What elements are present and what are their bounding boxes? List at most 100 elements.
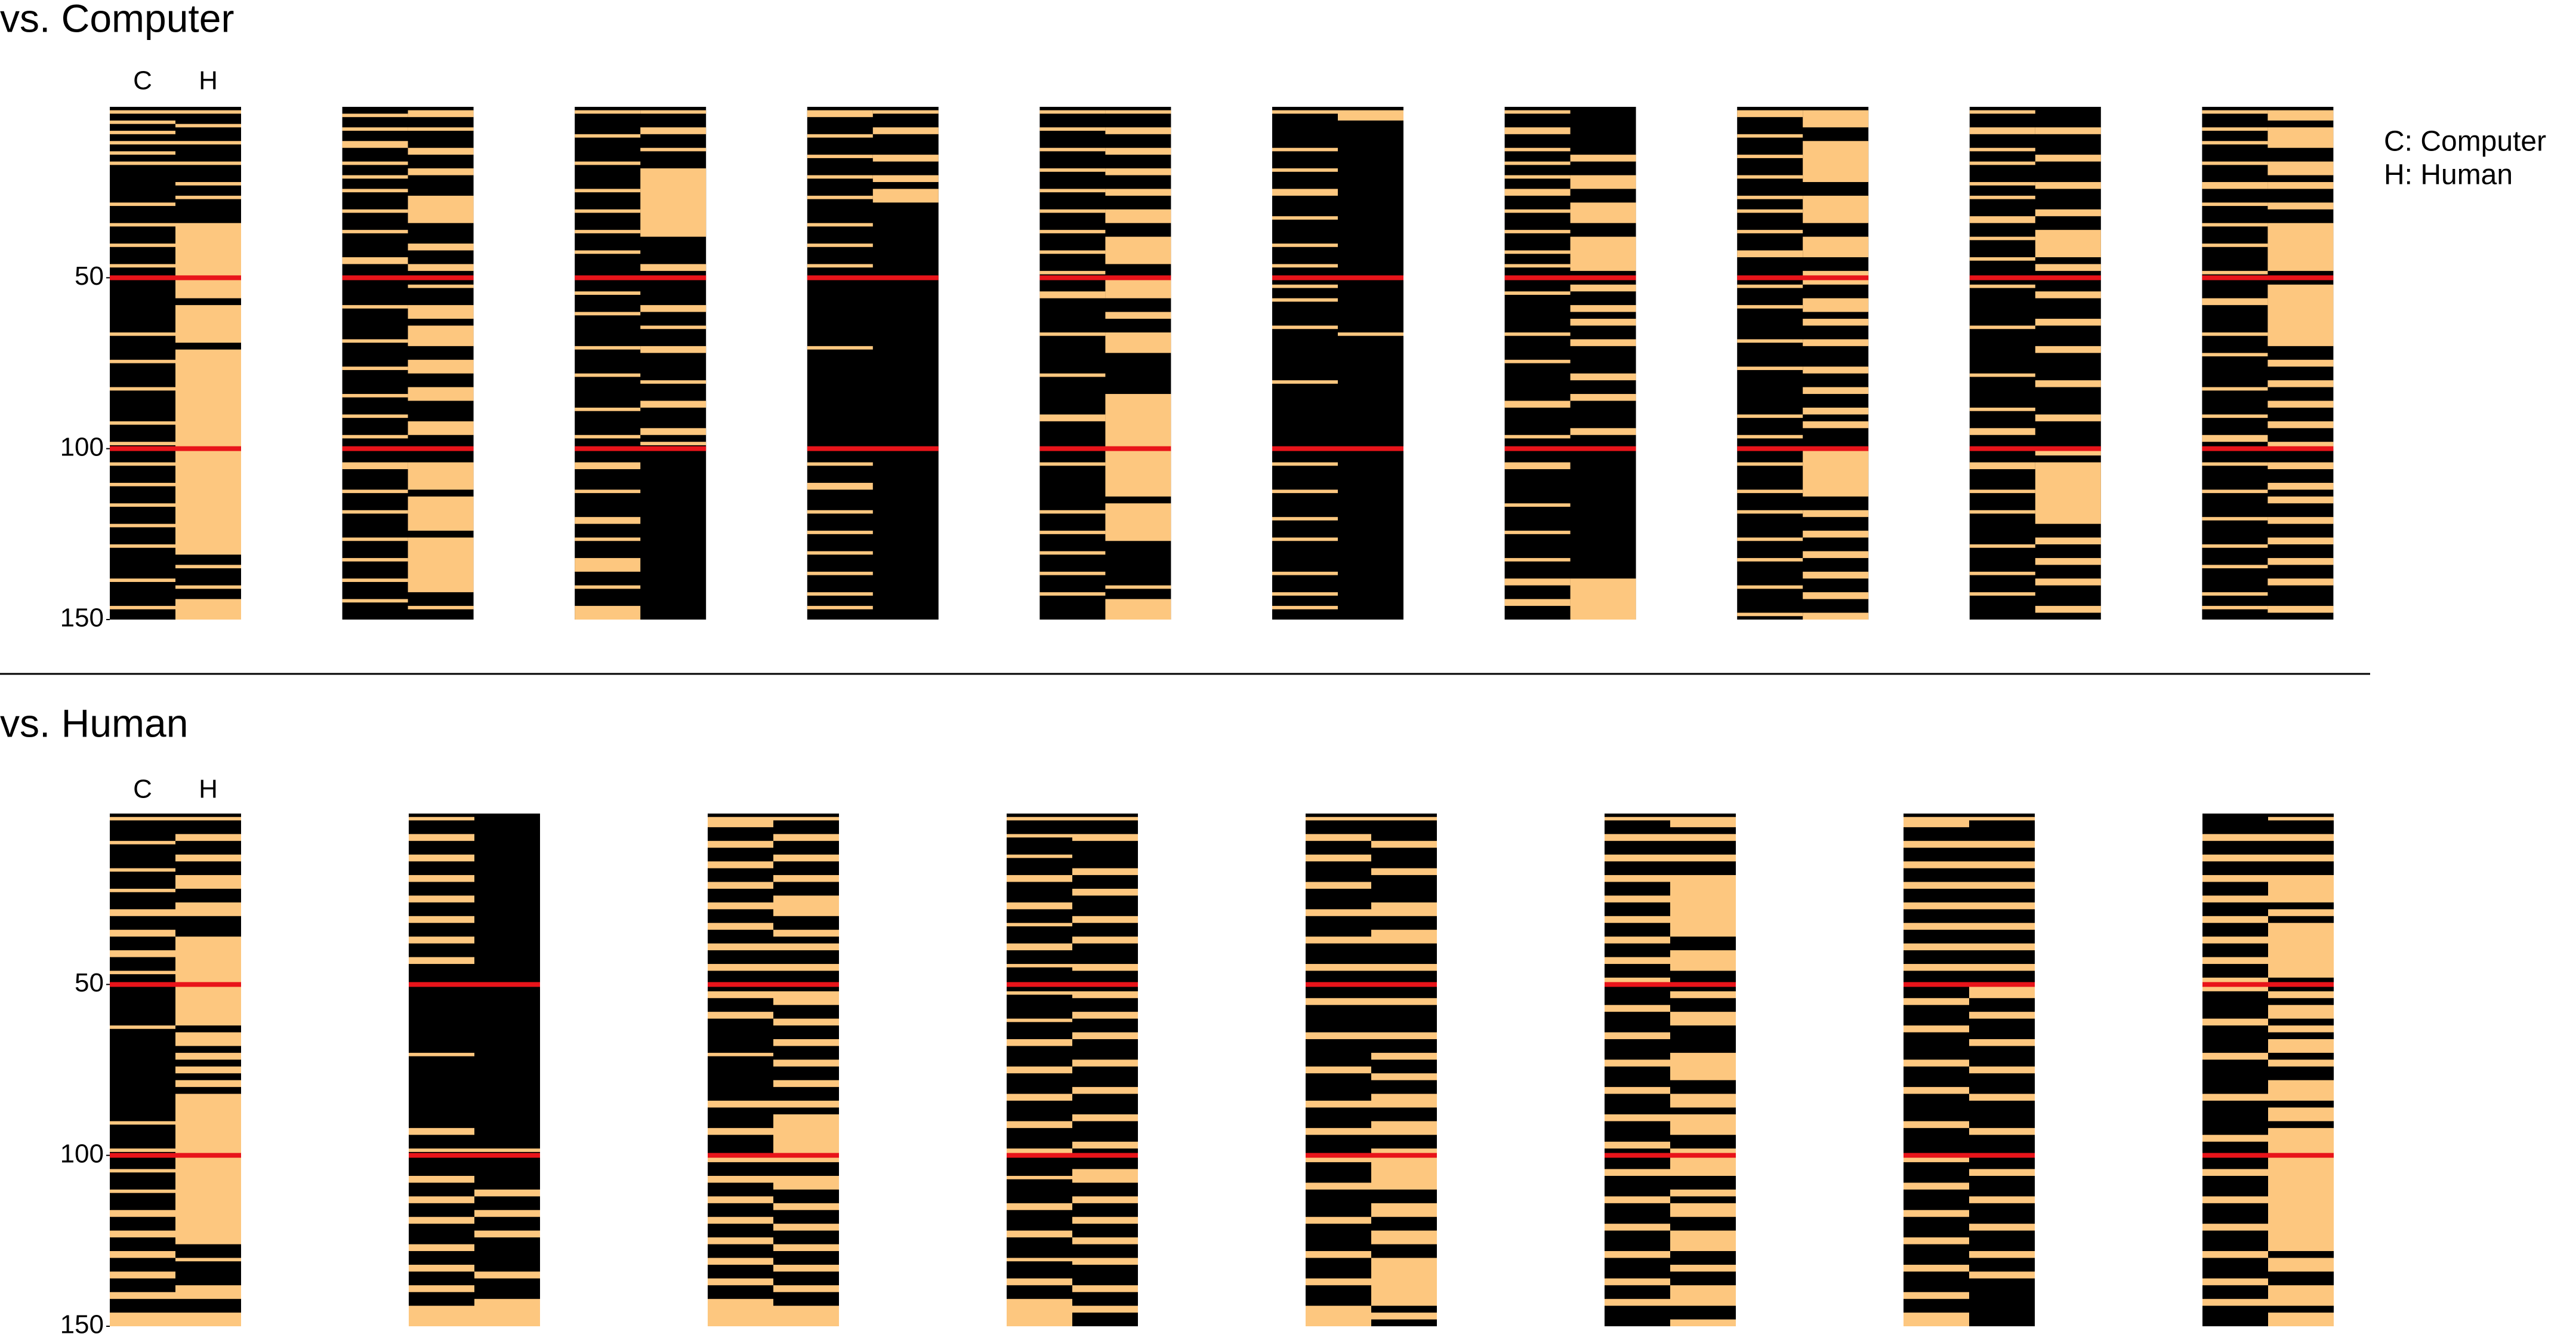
choice-run (409, 1244, 474, 1252)
choice-run (1670, 991, 1736, 999)
choice-run (175, 1258, 241, 1262)
choice-run (1504, 578, 1571, 586)
choice-run (1803, 366, 1869, 374)
choice-run (409, 1196, 474, 1203)
choice-run (2268, 854, 2334, 862)
choice-run (110, 929, 175, 937)
choice-run (1504, 110, 1571, 114)
choice-run (2202, 937, 2268, 944)
column-label: C (133, 775, 152, 804)
choice-run (2202, 875, 2268, 882)
choice-run (110, 110, 175, 114)
choice-run (1904, 998, 1969, 1005)
choice-run (1670, 817, 1736, 827)
y-tick-label: 100 (60, 1139, 104, 1168)
choice-run (2035, 209, 2101, 217)
choice-run (773, 929, 839, 937)
choice-run (1670, 1012, 1736, 1026)
choice-run (2202, 565, 2268, 569)
choice-run (1039, 230, 1106, 233)
choice-run (1338, 110, 1403, 121)
choice-run (175, 181, 241, 186)
choice-run (1039, 510, 1106, 514)
choice-run (1737, 462, 1803, 466)
choice-run (1272, 284, 1338, 288)
choice-run (1007, 1278, 1072, 1286)
choice-run (1272, 489, 1338, 494)
choice-run (408, 359, 474, 374)
choice-run (1306, 1216, 1371, 1224)
choice-run (1007, 1258, 1072, 1262)
choice-run (1504, 147, 1571, 152)
choice-run (1803, 236, 1869, 257)
choice-run (1504, 250, 1571, 254)
choice-run (342, 578, 408, 583)
choice-run (1007, 875, 1072, 882)
choice-run (1039, 110, 1106, 114)
choice-run (2202, 916, 2268, 923)
choice-run (872, 110, 939, 114)
choice-run (1306, 1182, 1371, 1190)
choice-run (110, 868, 175, 872)
choice-run (1039, 291, 1106, 298)
choice-run (708, 1176, 773, 1183)
choice-run (708, 817, 773, 827)
choice-run (2202, 1018, 2268, 1026)
choice-run (408, 147, 474, 155)
choice-run (575, 161, 641, 165)
choice-run (2202, 1135, 2268, 1142)
choice-run (175, 599, 241, 620)
choice-run (175, 1093, 241, 1244)
choice-run (1504, 209, 1571, 213)
choice-run (1105, 168, 1171, 175)
choice-run (1272, 517, 1338, 520)
choice-run (1737, 284, 1803, 288)
column-label: H (199, 66, 218, 96)
choice-run (1605, 1032, 1670, 1039)
choice-run (2268, 161, 2334, 175)
choice-run (2268, 1005, 2334, 1019)
choice-run (409, 1216, 474, 1224)
choice-run (110, 359, 175, 364)
choice-run (1039, 571, 1106, 575)
choice-run (342, 127, 408, 131)
choice-run (1737, 510, 1803, 514)
choice-run (1371, 1093, 1437, 1108)
choice-run (2202, 517, 2268, 520)
choice-run (1570, 394, 1636, 401)
choice-run (2202, 414, 2268, 418)
choice-run (1605, 916, 1670, 923)
choice-run (1105, 209, 1171, 223)
choice-run (1670, 1285, 1736, 1306)
choice-run (2035, 462, 2101, 524)
choice-run (1504, 161, 1571, 165)
choice-run (2202, 1052, 2268, 1060)
choice-run (1371, 1073, 1437, 1080)
choice-run (1737, 195, 1803, 199)
choice-run (1272, 606, 1338, 609)
choice-run (1072, 1216, 1138, 1224)
choice-run (1272, 244, 1338, 247)
choice-run (110, 1121, 175, 1125)
choice-run (110, 909, 175, 916)
choice-run (2268, 380, 2334, 387)
choice-run (342, 394, 408, 398)
choice-run (1969, 984, 2035, 999)
choice-run (1072, 1141, 1138, 1149)
panel-background (1272, 107, 1403, 620)
choice-run (640, 127, 707, 134)
choice-run (1969, 510, 2035, 514)
choice-run (640, 110, 707, 114)
choice-run (2202, 202, 2268, 207)
choice-run (1969, 1066, 2035, 1074)
choice-run (2202, 957, 2268, 964)
choice-run (1504, 557, 1571, 562)
choice-run (1969, 127, 2035, 134)
choice-run (1039, 147, 1106, 152)
choice-run (1072, 888, 1138, 896)
choice-run (1605, 1087, 1670, 1094)
choice-run (2268, 517, 2334, 524)
choice-run (1306, 882, 1371, 889)
choice-run (1039, 551, 1106, 555)
choice-run (1904, 1155, 1969, 1163)
